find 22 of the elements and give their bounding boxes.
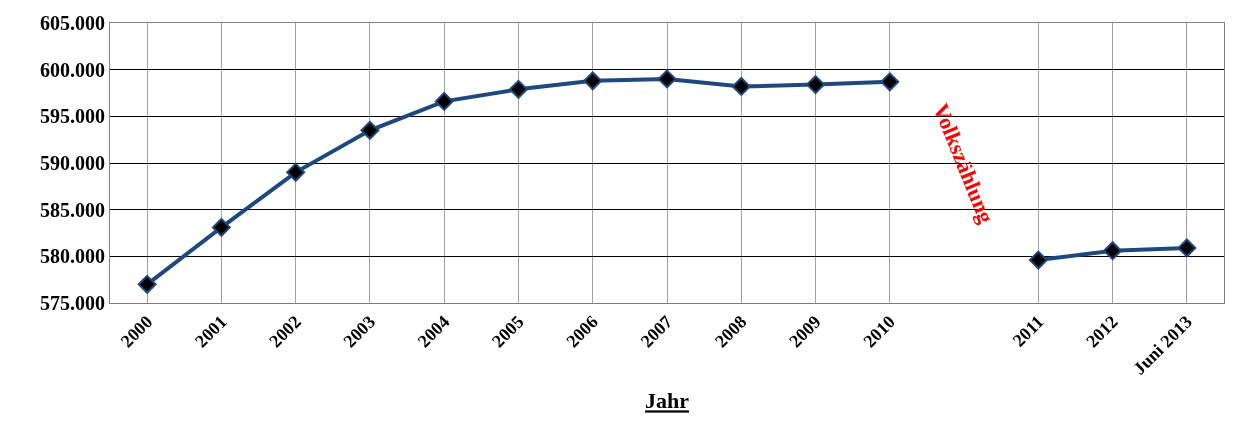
point	[286, 162, 306, 182]
point	[434, 91, 454, 111]
point	[1177, 238, 1197, 258]
point	[657, 69, 677, 89]
point	[509, 79, 528, 99]
point	[880, 72, 900, 92]
y-tick-label: 595.000	[40, 105, 105, 128]
point	[1028, 250, 1048, 270]
point	[137, 274, 157, 294]
point	[360, 120, 380, 140]
point	[731, 77, 751, 96]
y-tick-label: 590.000	[40, 152, 105, 174]
y-tick-label: 585.000	[40, 198, 105, 221]
x-axis-title: Jahr	[645, 388, 690, 414]
y-tick-label: 575.000	[40, 292, 105, 314]
y-tick-label: 605.000	[40, 12, 105, 34]
point	[211, 217, 231, 237]
point	[583, 71, 603, 91]
point	[1103, 241, 1123, 261]
y-tick-label: 600.000	[40, 58, 105, 81]
y-tick-label: 580.000	[40, 245, 105, 268]
point	[806, 75, 825, 95]
